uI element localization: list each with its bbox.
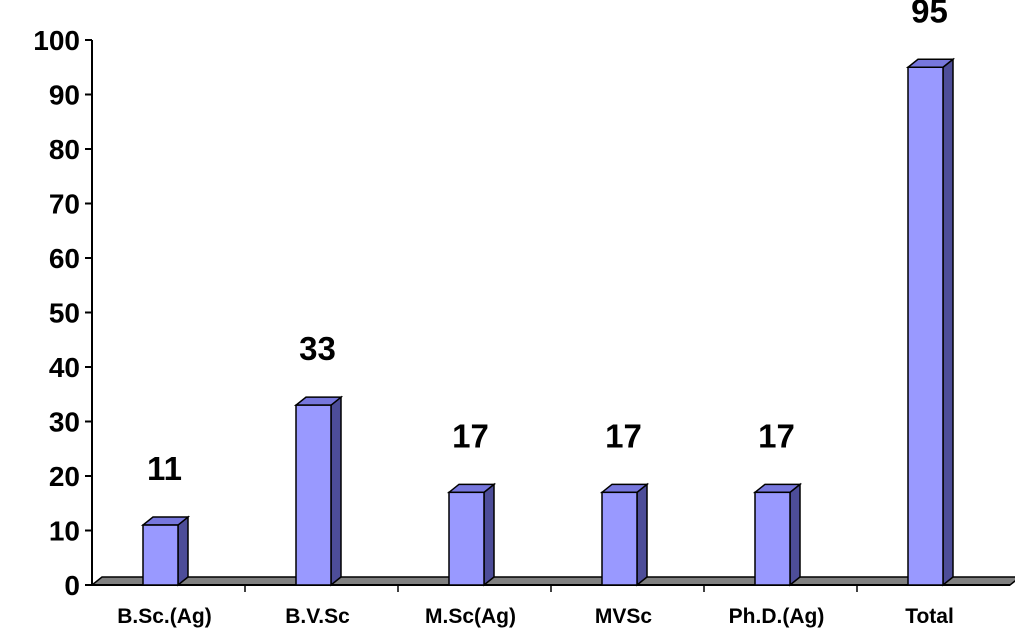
x-tick-label: Total bbox=[905, 605, 954, 628]
bar-front bbox=[907, 66, 944, 586]
bar-front bbox=[754, 491, 791, 586]
bar bbox=[752, 482, 803, 587]
y-tick-label: 50 bbox=[49, 298, 80, 329]
bar-side bbox=[636, 482, 648, 587]
bar-front bbox=[448, 491, 485, 586]
data-label: 33 bbox=[299, 330, 336, 367]
y-tick-label: 80 bbox=[49, 134, 80, 165]
bar bbox=[293, 395, 344, 587]
y-tick-label: 100 bbox=[33, 25, 80, 56]
bar-side bbox=[942, 57, 954, 587]
y-tick-label: 30 bbox=[49, 407, 80, 438]
bar-side bbox=[177, 515, 189, 587]
bar bbox=[140, 515, 191, 587]
x-tick-label: B.V.Sc bbox=[285, 605, 350, 628]
y-tick-label: 60 bbox=[49, 243, 80, 274]
y-tick-label: 40 bbox=[49, 352, 80, 383]
bar bbox=[905, 57, 956, 587]
data-label: 95 bbox=[911, 0, 948, 29]
bar-side bbox=[330, 395, 342, 587]
bar bbox=[446, 482, 497, 587]
x-tick-label: B.Sc.(Ag) bbox=[117, 605, 212, 628]
data-label: 17 bbox=[452, 417, 489, 454]
y-tick-label: 20 bbox=[49, 461, 80, 492]
bar-front bbox=[601, 491, 638, 586]
bar-front bbox=[142, 524, 179, 586]
x-tick-label: Ph.D.(Ag) bbox=[729, 605, 825, 628]
data-label: 11 bbox=[147, 450, 182, 487]
y-tick-label: 0 bbox=[64, 570, 80, 601]
bar bbox=[599, 482, 650, 587]
bar-side bbox=[789, 482, 801, 587]
data-label: 17 bbox=[605, 417, 642, 454]
bar-side bbox=[483, 482, 495, 587]
y-tick-label: 90 bbox=[49, 80, 80, 111]
data-label: 17 bbox=[758, 417, 795, 454]
x-tick-label: MVSc bbox=[595, 605, 653, 628]
x-tick-label: M.Sc(Ag) bbox=[425, 605, 516, 628]
y-tick-label: 70 bbox=[49, 189, 80, 220]
chart-floor bbox=[89, 576, 1015, 586]
y-tick-label: 10 bbox=[49, 516, 80, 547]
bar-front bbox=[295, 404, 332, 586]
